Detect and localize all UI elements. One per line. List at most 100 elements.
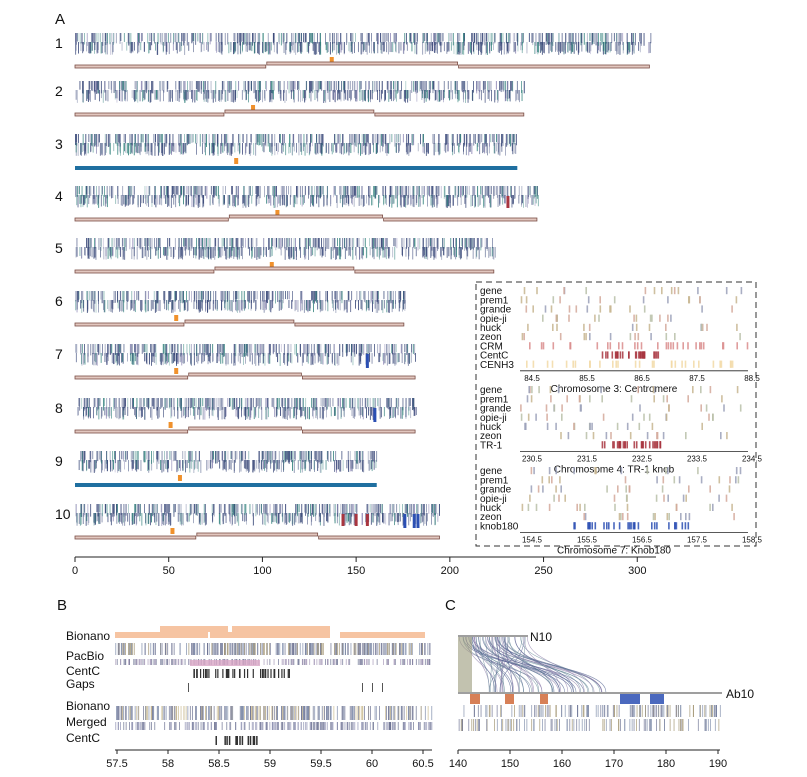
- density-tick: [351, 407, 353, 417]
- density-tick: [242, 195, 244, 204]
- density-tick: [118, 344, 120, 356]
- density-tick: [433, 42, 435, 52]
- density-tick: [207, 353, 209, 365]
- density-tick: [338, 33, 339, 45]
- density-tick: [204, 344, 206, 353]
- density-tick: [246, 33, 248, 45]
- density-tick: [191, 398, 193, 408]
- density-tick: [109, 398, 111, 408]
- density-tick: [191, 195, 193, 208]
- density-tick: [465, 143, 467, 156]
- density-tick: [232, 300, 233, 313]
- density-tick: [207, 42, 209, 52]
- density-tick: [225, 291, 227, 302]
- density-tick: [254, 81, 256, 93]
- density-tick: [94, 291, 96, 304]
- density-tick: [245, 353, 246, 364]
- density-tick: [469, 143, 471, 152]
- density-tick: [137, 460, 139, 470]
- density-tick: [310, 134, 311, 147]
- density-tick: [512, 143, 514, 155]
- density-tick: [182, 247, 184, 257]
- density-tick: [147, 460, 149, 471]
- density-tick: [494, 90, 496, 100]
- density-tick: [393, 300, 394, 309]
- density-tick: [257, 398, 259, 407]
- density-tick: [164, 451, 165, 464]
- density-tick: [302, 398, 304, 411]
- density-tick: [511, 195, 513, 204]
- density-tick: [186, 186, 188, 195]
- density-tick: [409, 353, 410, 364]
- density-tick: [247, 81, 249, 94]
- density-tick: [337, 353, 339, 366]
- density-tick: [376, 291, 378, 302]
- density-tick: [248, 300, 249, 310]
- density-tick: [233, 460, 235, 473]
- density-tick: [217, 344, 218, 353]
- density-tick: [443, 81, 445, 92]
- density-tick: [426, 143, 428, 153]
- density-tick: [386, 81, 388, 90]
- density-tick: [301, 90, 303, 102]
- density-tick: [189, 344, 191, 356]
- density-tick: [174, 353, 175, 362]
- density-tick: [179, 143, 181, 154]
- scaffold-segment: [74, 64, 267, 69]
- density-tick: [288, 81, 290, 94]
- density-tick: [385, 134, 387, 146]
- density-tick: [532, 33, 534, 43]
- density-tick: [449, 186, 450, 198]
- density-tick: [220, 42, 222, 54]
- density-tick: [257, 344, 259, 356]
- density-tick: [207, 33, 209, 45]
- density-tick: [75, 300, 77, 311]
- density-tick: [389, 407, 391, 419]
- density-tick: [244, 344, 246, 354]
- density-tick: [304, 143, 306, 156]
- density-tick: [484, 134, 486, 144]
- density-tick: [76, 90, 78, 103]
- density-tick: [350, 33, 351, 42]
- density-tick: [368, 353, 370, 362]
- density-tick: [226, 238, 228, 248]
- density-tick: [510, 186, 511, 197]
- density-tick: [224, 344, 225, 357]
- density-tick: [255, 195, 257, 207]
- density-tick: [329, 398, 331, 408]
- density-tick: [233, 247, 235, 259]
- density-tick: [309, 81, 311, 91]
- density-tick: [400, 407, 402, 419]
- density-tick: [404, 195, 405, 207]
- density-tick: [587, 42, 589, 53]
- density-tick: [367, 134, 369, 144]
- density-tick: [237, 300, 238, 313]
- density-tick: [86, 460, 87, 472]
- density-tick: [354, 186, 356, 196]
- density-tick: [351, 344, 353, 353]
- density-tick: [82, 90, 84, 103]
- density-tick: [75, 353, 77, 363]
- density-tick: [84, 504, 86, 516]
- density-tick: [249, 33, 251, 46]
- density-tick: [365, 81, 366, 91]
- density-tick: [116, 134, 118, 146]
- density-tick: [316, 134, 318, 144]
- density-tick: [230, 90, 232, 102]
- density-tick: [321, 238, 322, 250]
- density-tick: [501, 186, 503, 197]
- density-tick: [251, 344, 253, 355]
- density-tick: [209, 238, 211, 250]
- density-tick: [468, 238, 470, 248]
- density-tick: [486, 42, 488, 55]
- density-tick: [119, 300, 120, 312]
- density-tick: [108, 81, 110, 90]
- density-tick: [296, 143, 297, 153]
- density-tick: [335, 134, 337, 147]
- density-tick: [310, 134, 312, 143]
- density-tick: [351, 291, 353, 301]
- density-tick: [305, 451, 307, 462]
- density-strip: [77, 398, 417, 420]
- density-tick: [340, 398, 341, 407]
- density-tick: [83, 42, 84, 52]
